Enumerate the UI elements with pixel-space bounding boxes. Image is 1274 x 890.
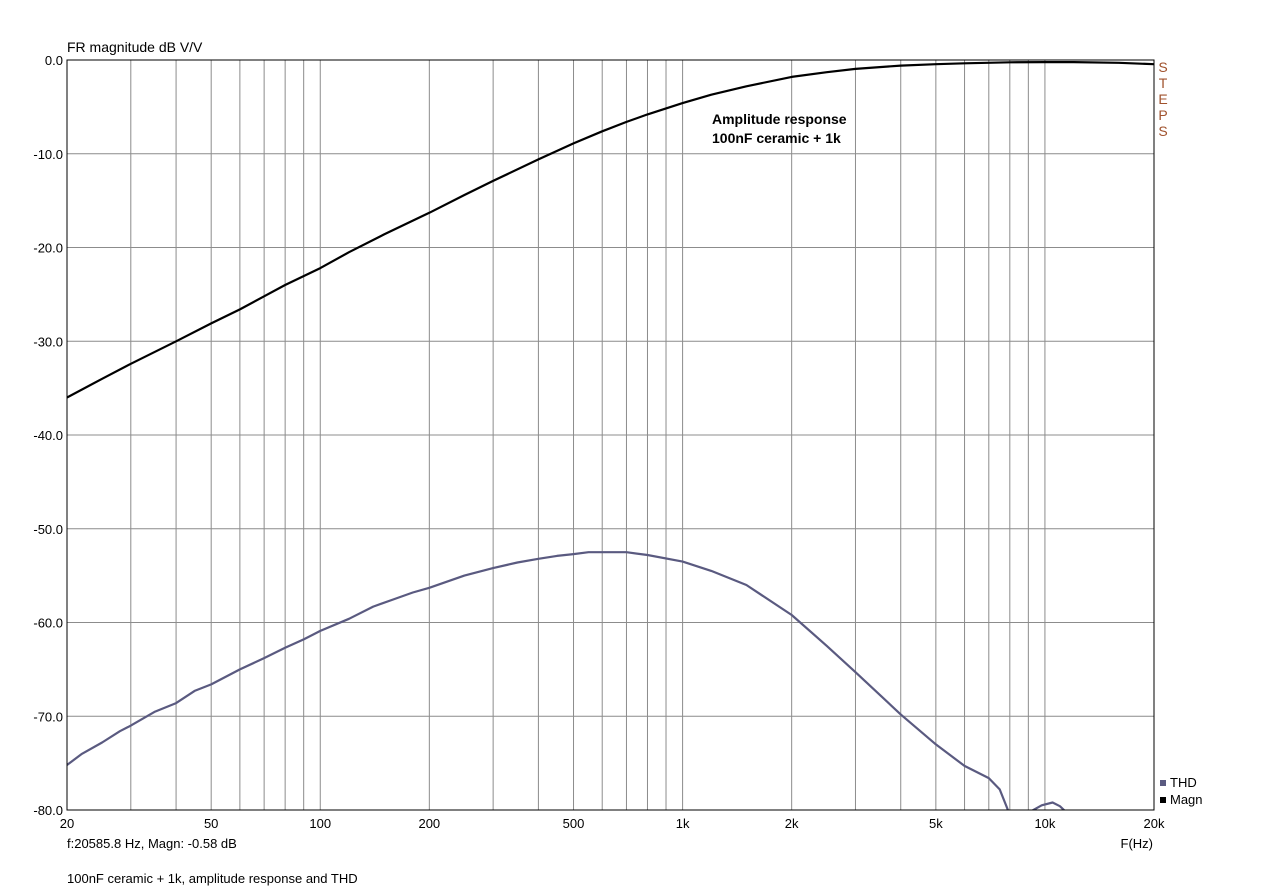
- tick-labels: 20 50 100 200 500 1k 2k 5k 10k 20k 0.0 -10.0 -20.0 -3…: [33, 53, 1165, 831]
- y-tick-label: 0.0: [45, 53, 63, 68]
- y-tick-label: -10.0: [33, 147, 63, 162]
- x-tick-label: 2k: [785, 816, 799, 831]
- plot-frame: [66, 59, 1155, 811]
- legend-swatch: [1160, 797, 1166, 803]
- annotation-line-1: Amplitude response: [712, 111, 847, 127]
- steps-letter: S: [1158, 59, 1167, 75]
- series-line-magn: [67, 60, 1154, 399]
- y-tick-label: -40.0: [33, 428, 63, 443]
- legend-label: THD: [1170, 775, 1197, 790]
- x-tick-label: 500: [563, 816, 585, 831]
- y-tick-label: -50.0: [33, 522, 63, 537]
- steps-letter: S: [1158, 123, 1167, 139]
- y-tick-label: -30.0: [33, 334, 63, 349]
- x-tick-label: 10k: [1034, 816, 1055, 831]
- x-tick-label: 20k: [1144, 816, 1165, 831]
- series-line-thd: [67, 551, 1066, 810]
- cursor-readout: f:20585.8 Hz, Magn: -0.58 dB: [67, 836, 237, 851]
- series-layer: [67, 60, 1154, 810]
- y-tick-label: -70.0: [33, 709, 63, 724]
- x-tick-label: 50: [204, 816, 218, 831]
- footer-caption: 100nF ceramic + 1k, amplitude response a…: [67, 871, 358, 886]
- x-axis-label: F(Hz): [1121, 836, 1154, 851]
- y-tick-label: -80.0: [33, 803, 63, 818]
- y-axis-label: FR magnitude dB V/V: [67, 39, 203, 55]
- steps-letter: P: [1158, 107, 1167, 123]
- steps-letter: T: [1159, 75, 1168, 91]
- y-tick-label: -60.0: [33, 616, 63, 631]
- x-tick-label: 20: [60, 816, 74, 831]
- x-tick-label: 100: [309, 816, 331, 831]
- legend-label: Magn: [1170, 792, 1203, 807]
- y-tick-label: -20.0: [33, 241, 63, 256]
- x-tick-label: 1k: [676, 816, 690, 831]
- x-tick-label: 5k: [929, 816, 943, 831]
- x-tick-label: 200: [418, 816, 440, 831]
- legend-swatch: [1160, 780, 1166, 786]
- legend: THD Magn: [1160, 775, 1203, 807]
- steps-letter: E: [1158, 91, 1167, 107]
- annotation-line-2: 100nF ceramic + 1k: [712, 130, 841, 146]
